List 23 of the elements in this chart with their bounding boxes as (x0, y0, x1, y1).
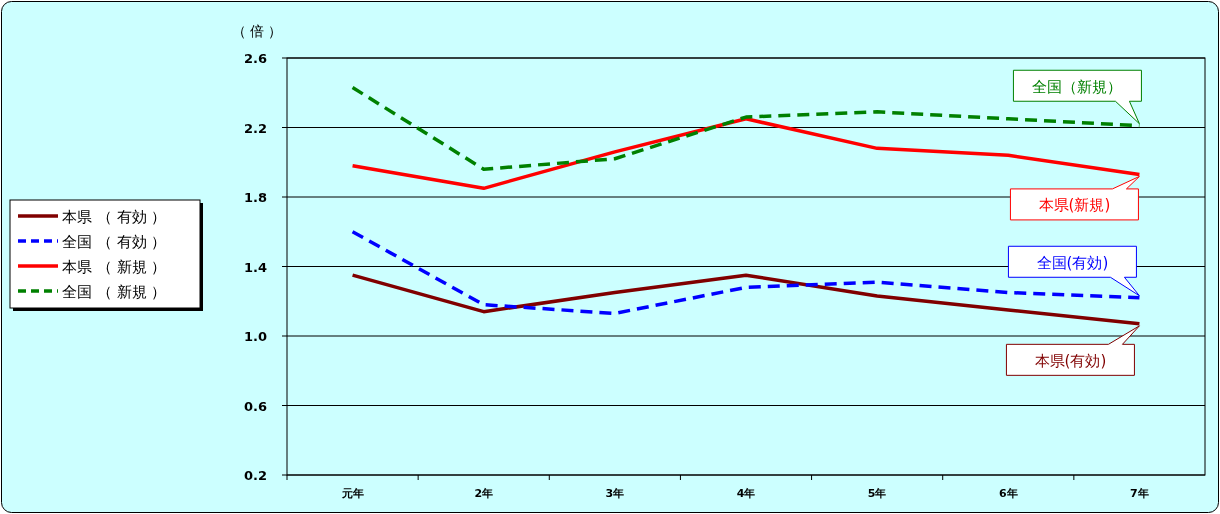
y-tick-label: 0.6 (243, 398, 267, 414)
annotation: 本県(有効) (1034, 351, 1107, 370)
legend-label: 全国 （ 新規 ） (62, 283, 167, 301)
y-tick-label: 2.6 (243, 51, 267, 66)
x-tick-label: 元年 (340, 487, 364, 500)
annotation: 全国（新規） (1032, 77, 1123, 96)
y-tick-label: 1.0 (243, 329, 267, 344)
x-tick-label: 3年 (605, 487, 625, 500)
x-tick-label: 4年 (736, 487, 756, 500)
annotation: 本県(新規) (1038, 196, 1111, 215)
x-tick-label: 2年 (474, 487, 494, 500)
annotation: 全国(有効) (1036, 253, 1109, 272)
y-tick-label: 1.8 (243, 190, 267, 205)
y-tick-label: 0.2 (243, 468, 267, 483)
y-tick-label: 2.2 (243, 120, 267, 136)
x-tick-label: 6年 (998, 487, 1018, 500)
legend-label: 本県 （ 新規 ） (62, 258, 167, 276)
legend-label: 全国 （ 有効 ） (62, 233, 167, 251)
x-tick-label: 5年 (867, 487, 887, 500)
y-axis-title: （ 倍 ） (231, 23, 283, 39)
y-tick-label: 1.4 (243, 259, 267, 275)
x-tick-label: 7年 (1130, 487, 1149, 500)
legend-label: 本県 （ 有効 ） (62, 208, 167, 226)
